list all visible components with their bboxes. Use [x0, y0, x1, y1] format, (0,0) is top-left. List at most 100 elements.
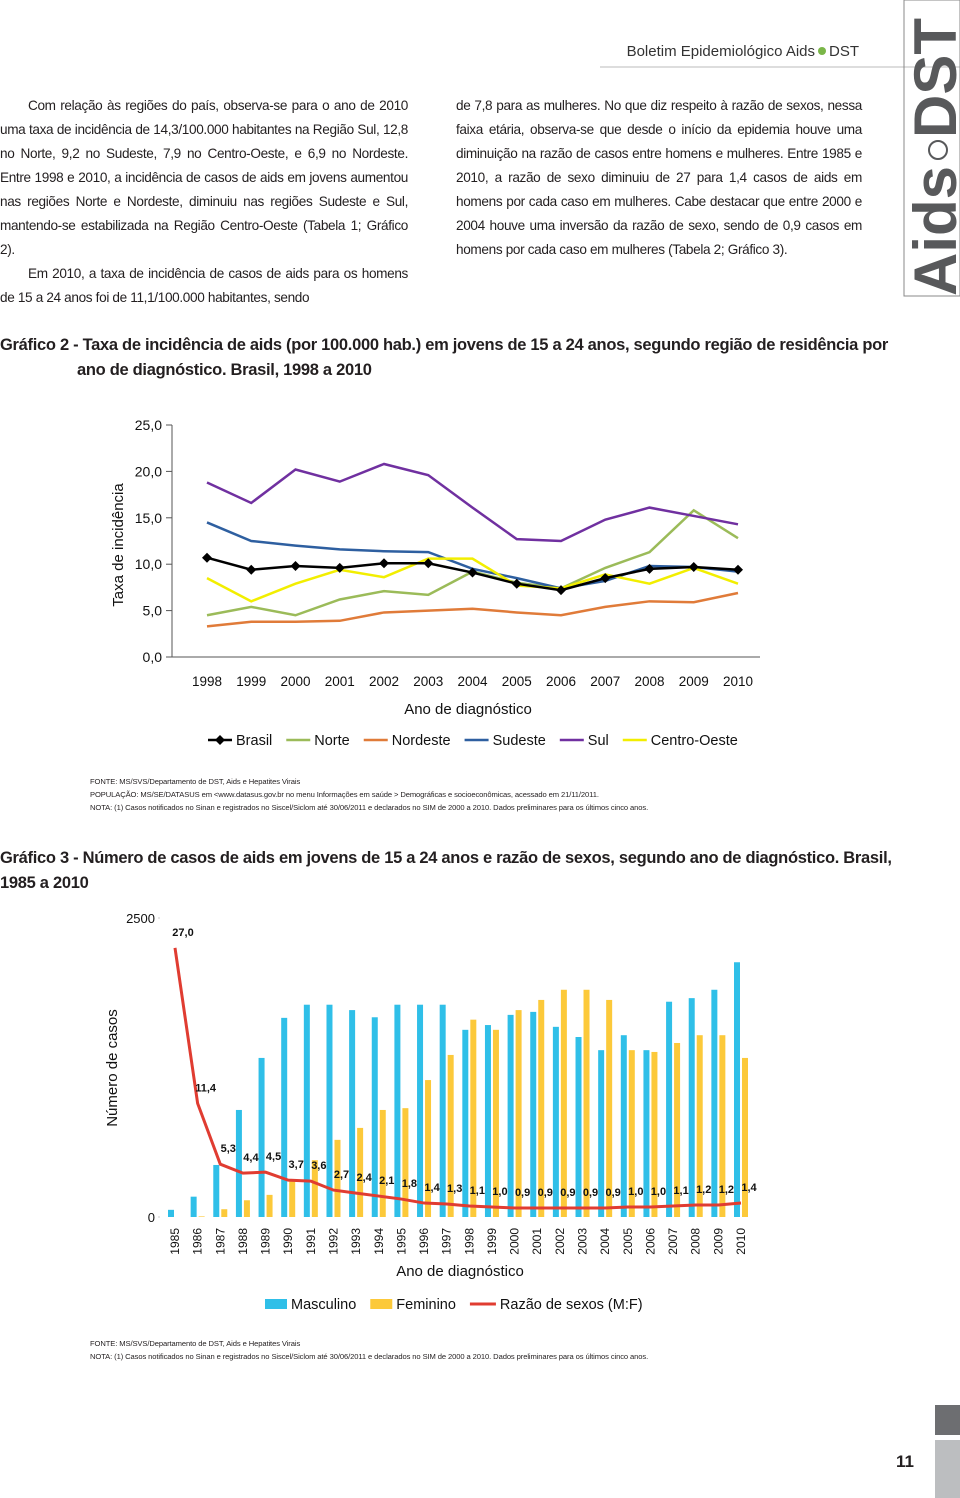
brand-right: DST	[902, 18, 960, 138]
bar	[538, 999, 545, 1217]
bar	[402, 1108, 409, 1217]
brand-frame	[903, 0, 960, 297]
x-tick-label: 1993	[349, 1228, 363, 1255]
x-tick-label: 2008	[689, 1228, 703, 1255]
right-column: de 7,8 para as mulheres. No que diz resp…	[456, 94, 862, 262]
bar	[688, 998, 695, 1217]
chart-notes: FONTE: MS/SVS/Departamento de DST, Aids …	[90, 775, 650, 814]
bar	[266, 1194, 273, 1217]
y-tick-label: 0	[148, 1210, 155, 1225]
data-label: 3,7	[289, 1159, 304, 1171]
x-tick-label: 2005	[621, 1228, 635, 1255]
y-tick-label: 25,0	[135, 417, 162, 433]
x-tick-label: 2008	[634, 674, 664, 689]
left-column: Com relação às regiões do país, observa-…	[0, 94, 408, 310]
x-tick-label: 1990	[281, 1228, 295, 1255]
y-tick-label: 5,0	[143, 603, 163, 619]
bar	[470, 1019, 477, 1217]
x-axis-label: Ano de diagnóstico	[404, 701, 532, 718]
bar	[235, 1109, 242, 1217]
note: FONTE: MS/SVS/Departamento de DST, Aids …	[90, 1339, 301, 1348]
x-tick-label: 2003	[576, 1228, 590, 1255]
bar	[447, 1054, 454, 1217]
x-tick-label: 2010	[734, 1228, 748, 1255]
x-tick-label: 1986	[191, 1228, 205, 1255]
point-marker	[600, 573, 611, 584]
bar	[560, 989, 567, 1217]
bar	[492, 1029, 499, 1217]
legend-label: Feminino	[396, 1297, 456, 1313]
bar	[190, 1196, 197, 1217]
point-marker	[290, 561, 301, 572]
x-tick-label: 2010	[723, 674, 753, 689]
data-label: 1,1	[673, 1185, 688, 1197]
bar	[462, 1029, 469, 1217]
header-tag: DST	[829, 43, 859, 60]
x-tick-label: 2007	[590, 674, 620, 689]
y-tick-label: 20,0	[135, 463, 162, 479]
bar	[303, 1004, 310, 1217]
brand-circle	[928, 140, 948, 160]
bar	[530, 1011, 537, 1217]
header-title: Boletim Epidemiológico Aids	[627, 43, 815, 60]
point-marker	[423, 558, 434, 569]
bar	[425, 1080, 432, 1217]
bar	[696, 1035, 703, 1217]
data-label: 1,4	[741, 1182, 757, 1194]
x-tick-label: 1989	[259, 1228, 273, 1255]
series-line	[206, 521, 739, 590]
data-label: 1,0	[492, 1186, 507, 1198]
x-tick-label: 1996	[417, 1228, 431, 1255]
bar	[711, 989, 718, 1217]
bar	[598, 1050, 605, 1217]
bar	[417, 1004, 424, 1217]
bar	[198, 1216, 205, 1217]
series-line	[173, 947, 742, 1210]
legend-label: Norte	[314, 733, 349, 749]
bar	[258, 1057, 265, 1217]
data-label: 1,8	[402, 1178, 417, 1190]
x-tick-label: 2000	[280, 674, 310, 689]
bar	[651, 1051, 658, 1217]
bar	[326, 1004, 333, 1217]
y-tick-label: 10,0	[135, 556, 162, 572]
data-label: 2,1	[379, 1175, 394, 1187]
point-marker	[202, 552, 212, 563]
x-tick-label: 1985	[168, 1228, 182, 1255]
x-tick-label: 2002	[553, 1228, 567, 1255]
data-label: 1,3	[447, 1183, 462, 1195]
bar	[575, 1037, 582, 1217]
point-marker	[467, 567, 478, 578]
x-tick-label: 2007	[666, 1228, 680, 1255]
data-label: 0,9	[560, 1187, 575, 1199]
data-label: 4,5	[266, 1151, 281, 1163]
data-label: 1,1	[470, 1185, 485, 1197]
bar	[484, 1025, 491, 1217]
data-label: 0,9	[538, 1187, 553, 1199]
x-tick-label: 1987	[213, 1228, 227, 1255]
x-tick-label: 1988	[236, 1228, 250, 1255]
legend-swatch	[370, 1299, 393, 1309]
legend-swatch	[265, 1299, 287, 1309]
bar	[281, 1017, 288, 1217]
bar	[507, 1014, 514, 1217]
bar	[643, 1050, 650, 1217]
brand-left: Aids	[902, 166, 960, 296]
x-tick-label: 1998	[462, 1228, 476, 1255]
x-tick-label: 1999	[485, 1228, 499, 1255]
bar	[371, 1017, 378, 1217]
x-tick-label: 2004	[457, 674, 488, 689]
series-line	[206, 591, 739, 628]
note: POPULAÇÃO: MS/SE/DATASUS em <www.datasus…	[90, 790, 599, 799]
x-tick-label: 1999	[236, 674, 266, 689]
legend-label: Razão de sexos (M:F)	[500, 1297, 643, 1313]
x-tick-label: 2009	[679, 674, 709, 689]
bar	[666, 1001, 673, 1217]
x-tick-label: 2009	[711, 1228, 725, 1255]
x-tick-label: 2000	[508, 1228, 522, 1255]
corner-strip	[935, 1440, 960, 1498]
data-label: 2,4	[356, 1172, 372, 1184]
x-tick-label: 2001	[530, 1228, 544, 1255]
